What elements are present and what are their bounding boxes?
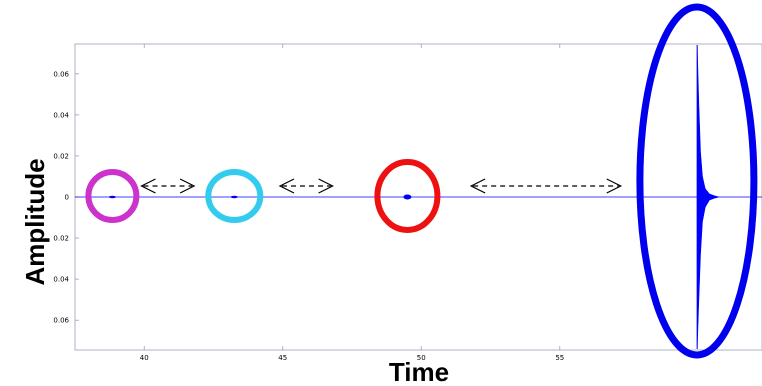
- interval-arrow-head-right: [318, 178, 334, 194]
- y-axis-label: Amplitude: [20, 158, 50, 285]
- y-tick-label: 0.06: [53, 317, 69, 325]
- x-tick-label: 50: [417, 354, 426, 362]
- y-tick-label: 0: [65, 194, 69, 202]
- event-highlight-circle: [205, 169, 264, 223]
- interval-arrow-head-left: [278, 178, 295, 194]
- signal-blip: [403, 194, 412, 200]
- x-tick-label: 40: [140, 354, 149, 362]
- plot-area: [74, 3, 762, 359]
- y-tick-labels: 0.06 0.04 0.02 0 0.02 0.04 0.06: [53, 70, 69, 324]
- x-tick-label: 45: [278, 354, 287, 362]
- y-tick-label: 0.04: [53, 276, 69, 284]
- x-tick-labels: 40 45 50 55: [140, 354, 564, 362]
- y-tick-label: 0.02: [53, 152, 69, 160]
- interval-arrow-head-left: [469, 178, 486, 194]
- interval-arrow-head-left: [140, 178, 156, 194]
- x-axis-label: Time: [389, 357, 449, 386]
- event-highlight-circle: [374, 159, 441, 233]
- x-tick-label: 55: [555, 354, 564, 362]
- event-highlight-circle: [636, 3, 758, 359]
- y-tick-label: 0.06: [53, 70, 69, 78]
- interval-arrow-head-right: [606, 178, 623, 194]
- signal-blip: [108, 195, 116, 199]
- signal-spike: [696, 45, 719, 349]
- interval-arrow-head-right: [179, 178, 196, 194]
- signal-blip: [230, 195, 238, 199]
- event-highlight-circle: [85, 169, 140, 223]
- y-tick-label: 0.04: [53, 111, 69, 119]
- y-tick-label: 0.02: [53, 235, 69, 243]
